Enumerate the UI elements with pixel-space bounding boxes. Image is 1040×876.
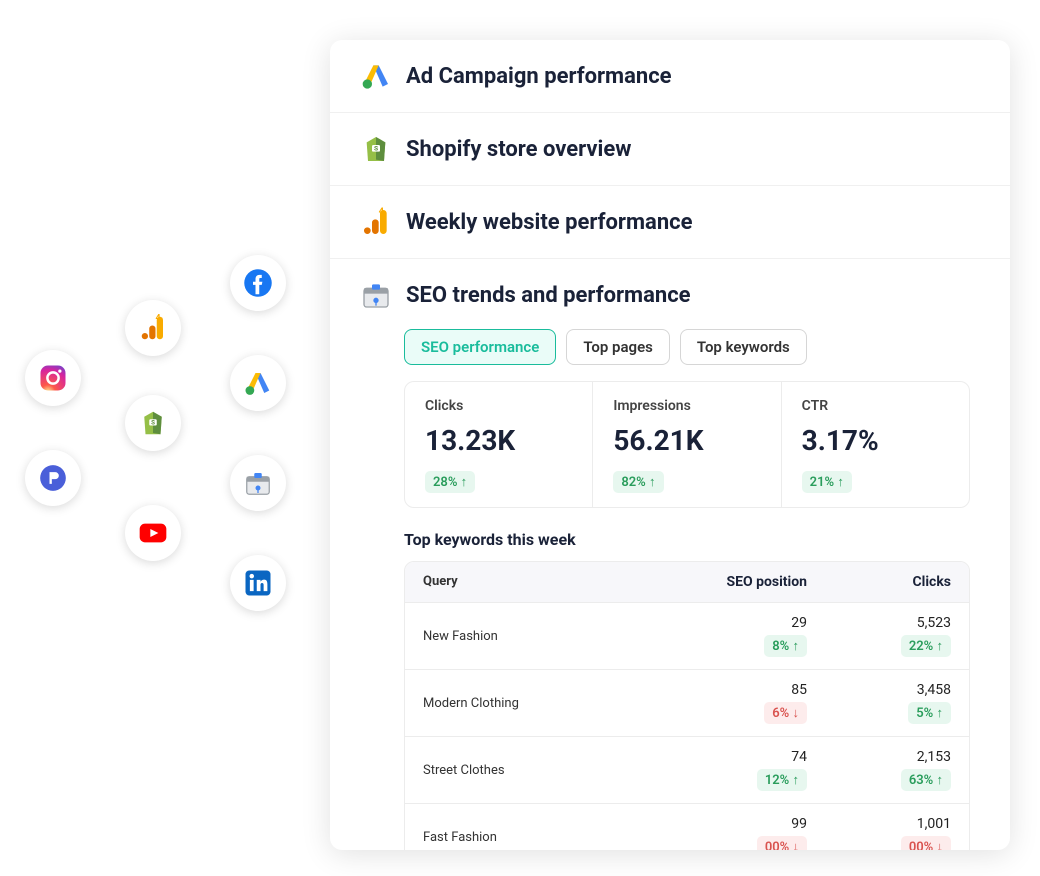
seo-tabs: SEO performance Top pages Top keywords <box>404 329 980 365</box>
google-ads-icon <box>243 368 273 398</box>
youtube-bubble <box>125 505 181 561</box>
svg-text:S: S <box>151 418 155 426</box>
section-title: Ad Campaign performance <box>406 64 672 89</box>
instagram-icon <box>38 363 68 393</box>
section-ads[interactable]: Ad Campaign performance <box>330 40 1010 113</box>
search-console-icon <box>360 279 392 311</box>
instagram-bubble <box>25 350 81 406</box>
shopify-bubble: S <box>125 395 181 451</box>
section-title: SEO trends and performance <box>406 283 691 308</box>
facebook-icon <box>243 268 273 298</box>
section-weekly[interactable]: 4 Weekly website performance <box>330 186 1010 259</box>
linkedin-bubble <box>230 555 286 611</box>
metric-value: 3.17% <box>802 424 949 457</box>
cell-position: 7412% ↑ <box>663 749 807 791</box>
search-console-icon <box>243 468 273 498</box>
ga4-bubble: 4 <box>125 300 181 356</box>
metric-ctr: CTR 3.17% 21% ↑ <box>782 382 969 507</box>
metric-label: CTR <box>802 398 949 414</box>
tab-top-keywords[interactable]: Top keywords <box>680 329 807 365</box>
facebook-bubble <box>230 255 286 311</box>
section-shopify[interactable]: S Shopify store overview <box>330 113 1010 186</box>
metric-value: 56.21K <box>613 424 760 457</box>
linkedin-icon <box>243 568 273 598</box>
cell-clicks: 1,00100% ↓ <box>807 816 951 850</box>
col-header-clicks: Clicks <box>807 574 951 590</box>
table-row[interactable]: Fast Fashion9900% ↓1,00100% ↓ <box>405 803 969 850</box>
dashboard-panel: Ad Campaign performance S Shopify store … <box>330 40 1010 850</box>
cell-query: Fast Fashion <box>423 830 663 845</box>
cell-query: New Fashion <box>423 629 663 644</box>
keywords-table: Query SEO position Clicks New Fashion298… <box>404 561 970 850</box>
svg-text:4: 4 <box>379 206 385 217</box>
table-row[interactable]: New Fashion298% ↑5,52322% ↑ <box>405 602 969 669</box>
metric-label: Impressions <box>613 398 760 414</box>
tab-top-pages[interactable]: Top pages <box>566 329 670 365</box>
table-header: Query SEO position Clicks <box>405 562 969 602</box>
cell-query: Modern Clothing <box>423 696 663 711</box>
metric-delta: 82% ↑ <box>613 471 663 493</box>
google-ads-bubble <box>230 355 286 411</box>
metric-label: Clicks <box>425 398 572 414</box>
col-header-position: SEO position <box>663 574 807 590</box>
p-logo-icon <box>39 464 67 492</box>
cell-position: 9900% ↓ <box>663 816 807 850</box>
cell-clicks: 2,15363% ↑ <box>807 749 951 791</box>
shopify-icon: S <box>360 133 392 165</box>
section-seo: SEO trends and performance SEO performan… <box>330 259 1010 850</box>
metric-value: 13.23K <box>425 424 572 457</box>
section-title: Weekly website performance <box>406 210 693 235</box>
section-title: Shopify store overview <box>406 137 631 162</box>
shopify-icon: S <box>138 408 168 438</box>
tab-seo-performance[interactable]: SEO performance <box>404 329 556 365</box>
metric-clicks: Clicks 13.23K 28% ↑ <box>405 382 593 507</box>
metric-delta: 21% ↑ <box>802 471 852 493</box>
p-logo-bubble <box>25 450 81 506</box>
search-console-bubble <box>230 455 286 511</box>
table-row[interactable]: Modern Clothing856% ↓3,4585% ↑ <box>405 669 969 736</box>
cell-query: Street Clothes <box>423 763 663 778</box>
svg-text:4: 4 <box>156 314 161 324</box>
metric-impressions: Impressions 56.21K 82% ↑ <box>593 382 781 507</box>
google-ads-icon <box>360 60 392 92</box>
youtube-icon <box>137 517 169 549</box>
table-row[interactable]: Street Clothes7412% ↑2,15363% ↑ <box>405 736 969 803</box>
cell-position: 298% ↑ <box>663 615 807 657</box>
metric-delta: 28% ↑ <box>425 471 475 493</box>
cell-clicks: 5,52322% ↑ <box>807 615 951 657</box>
seo-metrics: Clicks 13.23K 28% ↑ Impressions 56.21K 82% ↑ C… <box>404 381 970 508</box>
google-analytics-icon: 4 <box>138 313 168 343</box>
svg-text:S: S <box>374 144 378 152</box>
cell-position: 856% ↓ <box>663 682 807 724</box>
col-header-query: Query <box>423 574 663 590</box>
google-analytics-icon: 4 <box>360 206 392 238</box>
keywords-heading: Top keywords this week <box>404 530 980 549</box>
cell-clicks: 3,4585% ↑ <box>807 682 951 724</box>
